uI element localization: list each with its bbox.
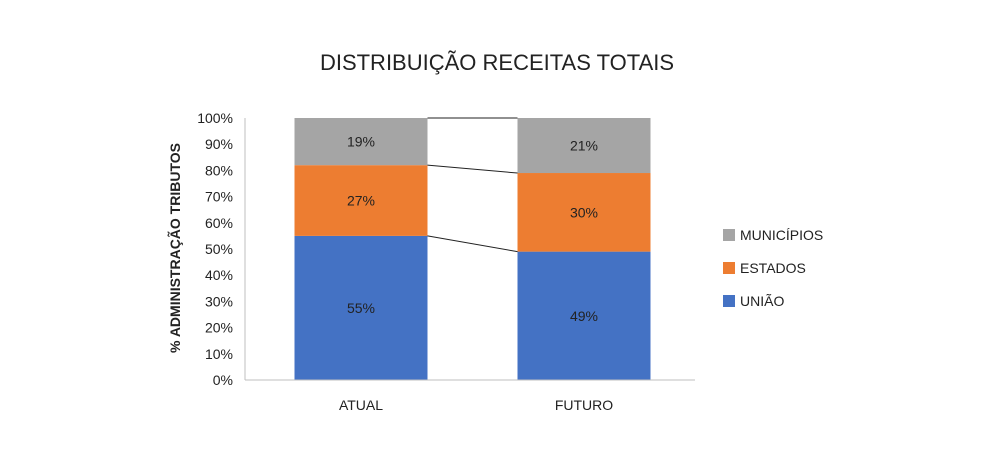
- x-category-label: FUTURO: [555, 397, 613, 413]
- legend-label: MUNICÍPIOS: [740, 227, 823, 243]
- series-line: [427, 164, 518, 174]
- legend-swatch-municípios: [723, 229, 735, 241]
- y-tick-label: 80%: [205, 162, 233, 178]
- legend-swatch-estados: [723, 262, 735, 274]
- data-label: 27%: [347, 193, 375, 209]
- y-tick-label: 40%: [205, 267, 233, 283]
- legend: MUNICÍPIOS ESTADOS UNIÃO: [723, 227, 823, 309]
- data-label: 21%: [570, 138, 598, 154]
- legend-label: UNIÃO: [740, 293, 784, 309]
- bar-segment-municípios: [294, 118, 428, 166]
- series-line: [427, 235, 518, 253]
- y-tick-label: 70%: [205, 189, 233, 205]
- x-category-label: ATUAL: [339, 397, 383, 413]
- bar-segment-estados: [517, 173, 651, 252]
- y-tick-label: 90%: [205, 136, 233, 152]
- y-tick-label: 20%: [205, 320, 233, 336]
- bar-segment-união: [517, 251, 651, 380]
- data-label: 19%: [347, 134, 375, 150]
- y-tick-label: 60%: [205, 215, 233, 231]
- data-label: 49%: [570, 308, 598, 324]
- bar-segment-estados: [294, 165, 428, 236]
- bar-segment-união: [294, 235, 428, 380]
- legend-swatch-união: [723, 295, 735, 307]
- legend-label: ESTADOS: [740, 260, 806, 276]
- bar-segment-municípios: [517, 118, 651, 174]
- y-axis-label: % ADMINISTRAÇÃO TRIBUTOS: [166, 143, 183, 353]
- y-tick-label: 100%: [197, 110, 233, 126]
- y-tick-label: 50%: [205, 241, 233, 257]
- data-label: 55%: [347, 300, 375, 316]
- plot-area: 0% 10% 20% 30% 40% 50% 60% 70% 80% 90% 100% 55% 27% 1…: [197, 110, 695, 413]
- chart-title: DISTRIBUIÇÃO RECEITAS TOTAIS: [320, 50, 674, 75]
- data-label: 30%: [570, 204, 598, 220]
- y-tick-label: 30%: [205, 293, 233, 309]
- y-tick-label: 0%: [213, 372, 233, 388]
- y-tick-label: 10%: [205, 346, 233, 362]
